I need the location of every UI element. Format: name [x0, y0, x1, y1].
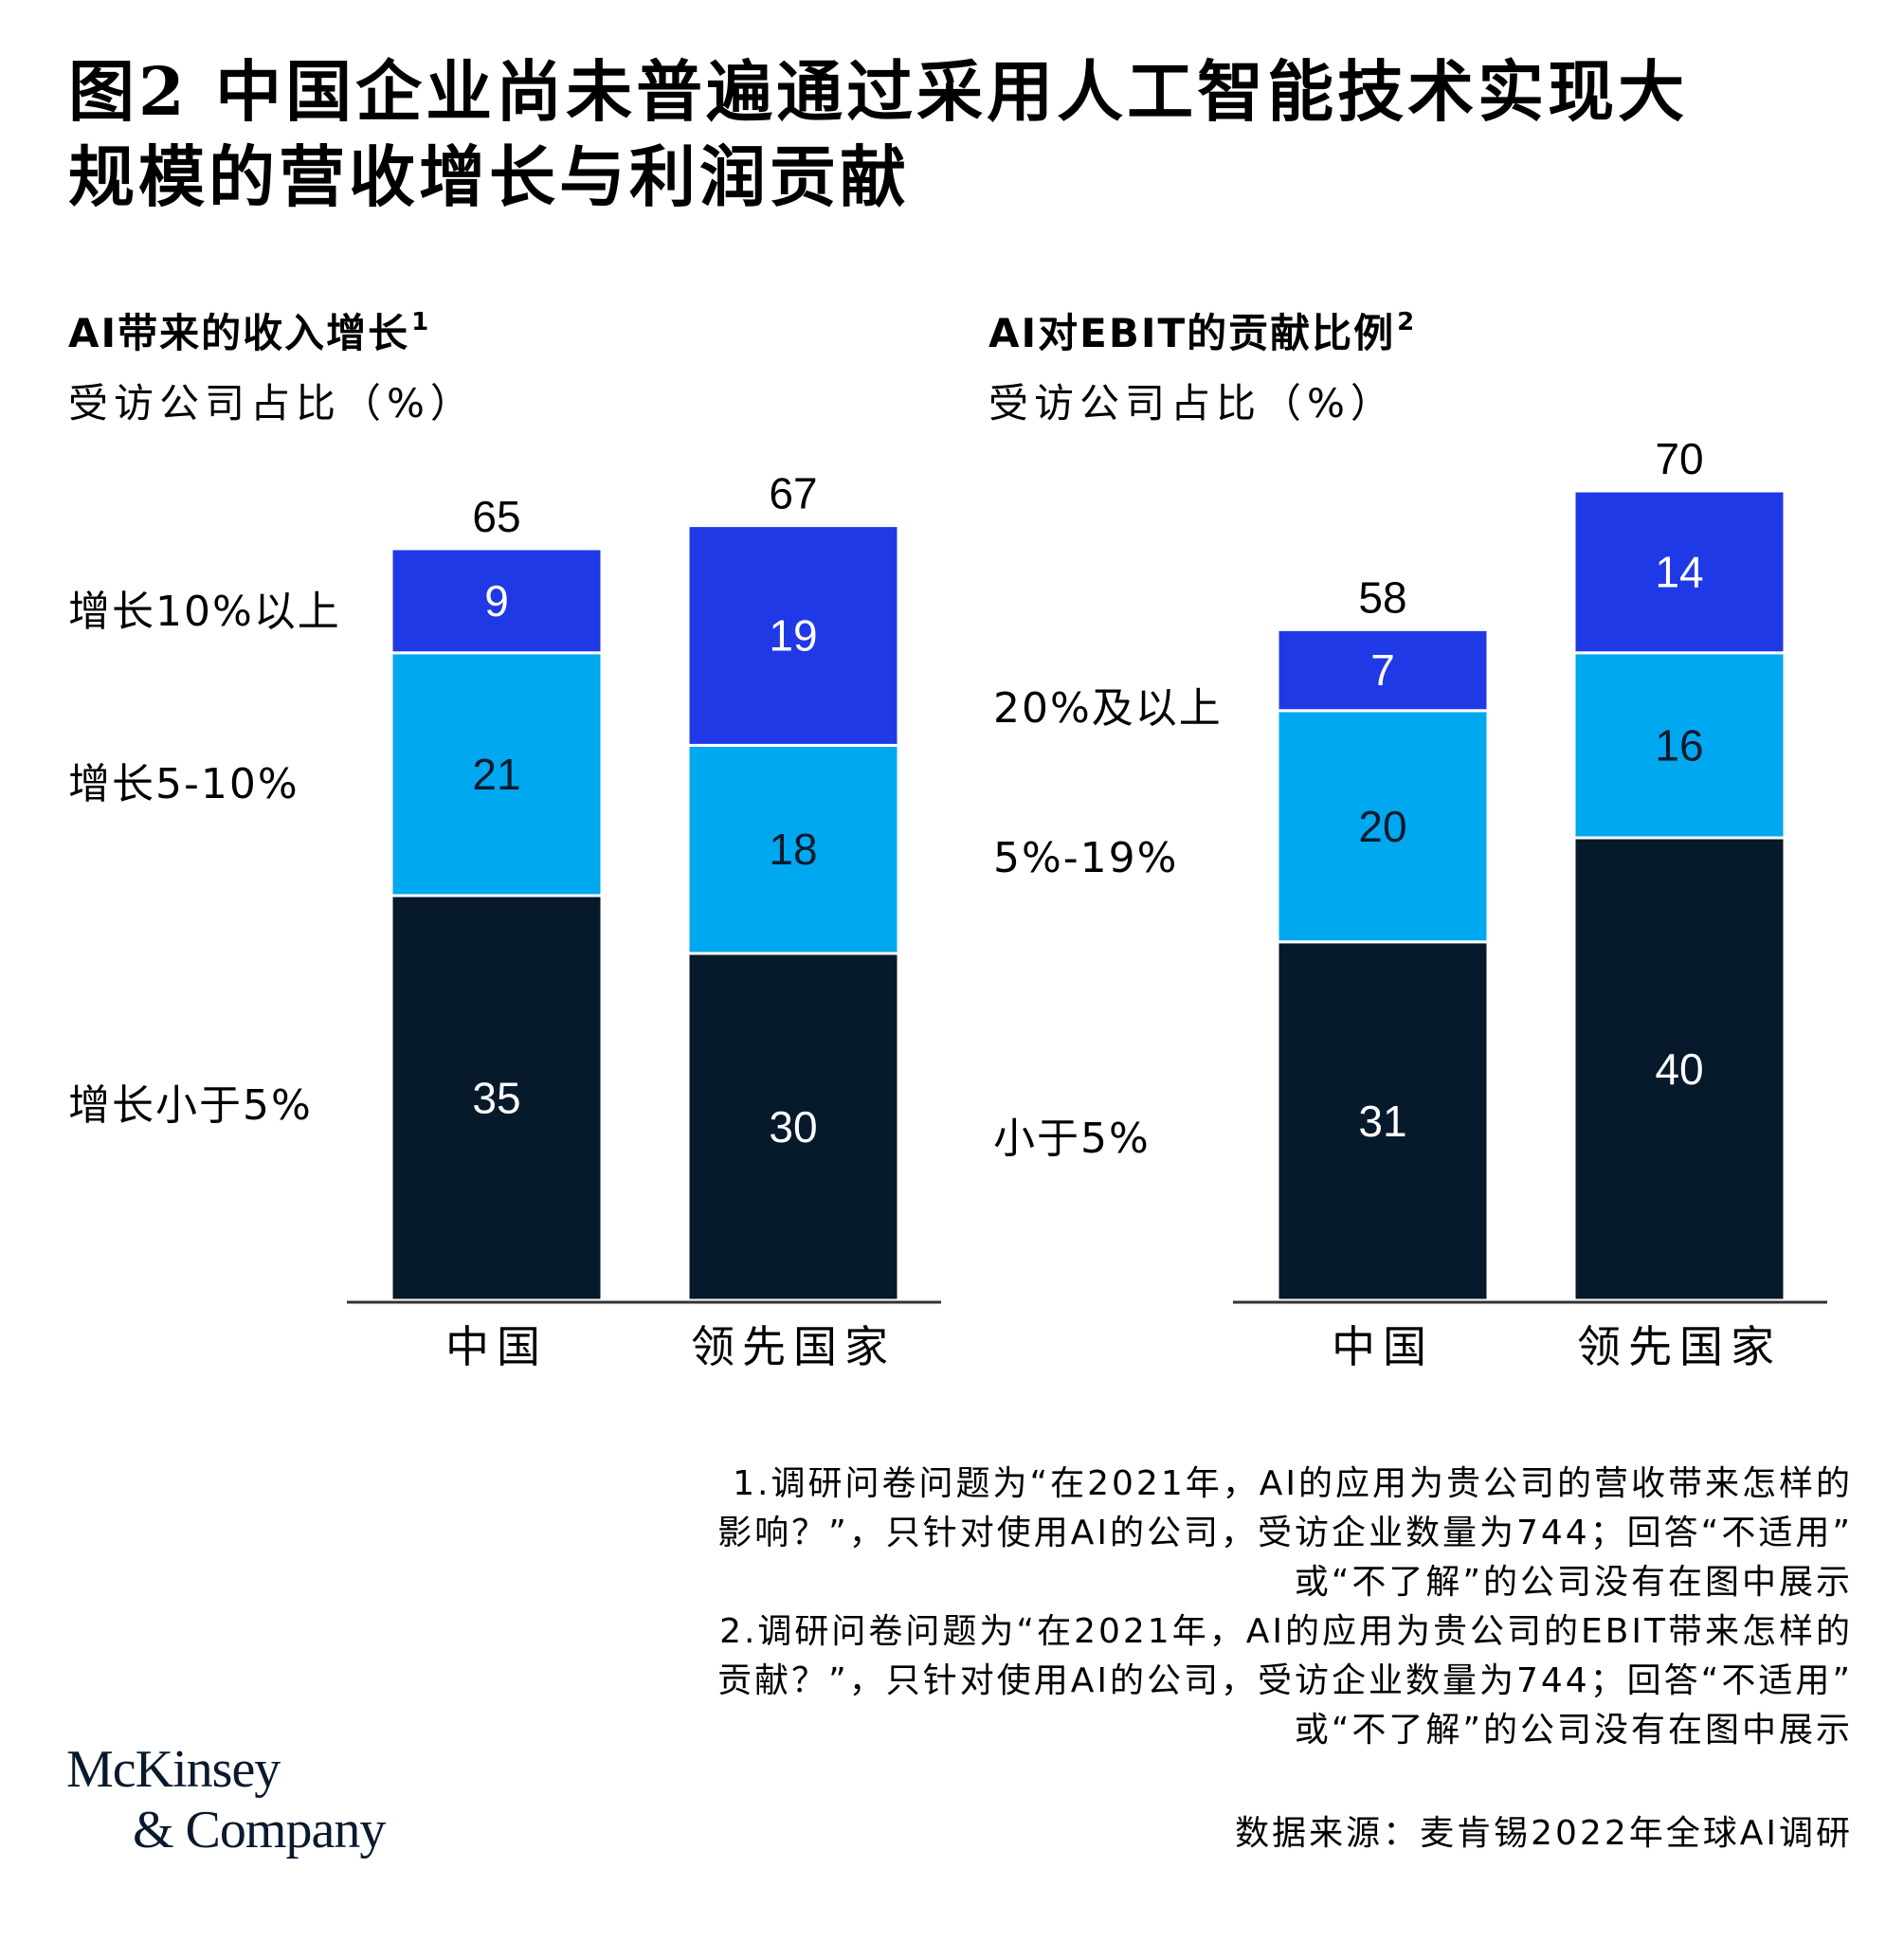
footnotes: 1.调研问卷问题为“在2021年，AI的应用为贵公司的营收带来怎样的 影响？”，… — [526, 1460, 1853, 1755]
footnote-line-2: 影响？”，只针对使用AI的公司，受访企业数量为744；回答“不适用” — [717, 1514, 1853, 1552]
chart-2-bar-1-segment-1-value: 31 — [1358, 1097, 1406, 1146]
chart-1-bar-2-total: 67 — [769, 469, 817, 518]
chart-2-bar-2-segment-3 — [1572, 489, 1786, 655]
chart-2-title-text: AI对EBIT的贡献比例 — [988, 310, 1396, 356]
chart-1-bar-1-segment-3-value: 9 — [484, 576, 509, 626]
chart-1-legend-bottom: 增长小于5% — [68, 1081, 313, 1130]
chart-1-category-label-2: 领先国家 — [691, 1321, 896, 1372]
title-line-1: 图2 中国企业尚未普遍通过采用人工智能技术实现大 — [68, 52, 1689, 131]
chart-2-bar-1-segment-2 — [1276, 709, 1490, 944]
logo-line-2: & Company — [133, 1801, 386, 1859]
chart-2-bar-1-total: 58 — [1358, 572, 1406, 622]
footnote-line-5: 贡献？”，只针对使用AI的公司，受访企业数量为744；回答“不适用” — [717, 1661, 1853, 1700]
chart-2-legend-bottom: 小于5% — [993, 1115, 1151, 1163]
chart-2-bar-2-total: 70 — [1655, 434, 1703, 483]
chart-1-legend-middle: 增长5-10% — [68, 760, 299, 808]
chart-1-title: AI带来的收入增长1 — [68, 301, 430, 359]
chart-1-bar-2-segment-1-value: 30 — [769, 1102, 817, 1152]
chart-2-bar-2-segment-2-value: 16 — [1655, 720, 1703, 770]
footnote-line-6: 或“不了解”的公司没有在图中展示 — [1294, 1711, 1853, 1750]
chart-1-bar-1-segment-1-value: 35 — [472, 1074, 520, 1123]
chart-2-category-label-1: 中国 — [1332, 1321, 1434, 1372]
chart-2-bar-2-segment-3-value: 14 — [1655, 547, 1703, 596]
footnote-line-1: 1.调研问卷问题为“在2021年，AI的应用为贵公司的营收带来怎样的 — [733, 1464, 1853, 1503]
chart-2-bar-1-segment-3 — [1276, 627, 1490, 713]
chart-1-bar-2-segment-3-value: 19 — [769, 611, 817, 661]
chart-1-bar-1-segment-3 — [390, 547, 604, 655]
chart-1-title-text: AI带来的收入增长 — [68, 310, 410, 356]
chart-2-legend-top: 20%及以上 — [993, 684, 1223, 733]
mckinsey-logo: McKinsey & Company — [66, 1739, 386, 1860]
chart-1-subtitle: 受访公司占比（%） — [68, 380, 476, 426]
chart-2-bar-2-segment-1 — [1572, 836, 1786, 1302]
chart-2-title: AI对EBIT的贡献比例2 — [988, 301, 1416, 359]
footnote-line-4: 2.调研问卷问题为“在2021年，AI的应用为贵公司的EBIT带来怎样的 — [719, 1612, 1853, 1651]
chart-1-legend-top: 增长10%以上 — [68, 588, 341, 636]
chart-2-footnote-marker: 2 — [1397, 308, 1417, 336]
chart-2-bar-1-segment-1 — [1276, 940, 1490, 1302]
chart-1-bar-1-segment-2-value: 21 — [472, 750, 520, 799]
chart-2-bar-1-segment-3-value: 7 — [1370, 645, 1395, 695]
data-source: 数据来源：麦肯锡2022年全球AI调研 — [1235, 1814, 1853, 1853]
chart-1-bar-2-segment-3 — [686, 524, 900, 747]
chart-1-bar-2-segment-2 — [686, 743, 900, 955]
chart-1-footnote-marker: 1 — [411, 308, 431, 336]
chart-1-bar-1-segment-1 — [390, 894, 604, 1302]
chart-1-category-label-1: 中国 — [445, 1321, 548, 1372]
logo-line-1: McKinsey — [66, 1740, 281, 1799]
footnote-line-3: 或“不了解”的公司没有在图中展示 — [1294, 1563, 1853, 1602]
chart-1-bar-1-total: 65 — [472, 492, 520, 541]
chart-2-category-label-2: 领先国家 — [1577, 1321, 1782, 1372]
chart-2-subtitle: 受访公司占比（%） — [988, 380, 1396, 426]
chart-2-bar-2-segment-2 — [1572, 651, 1786, 840]
chart-2-bar-1-segment-2-value: 20 — [1358, 802, 1406, 851]
page-title: 图2 中国企业尚未普遍通过采用人工智能技术实现大 规模的营收增长与利润贡献 — [68, 49, 1850, 220]
title-line-2: 规模的营收增长与利润贡献 — [68, 137, 910, 216]
chart-2-legend-middle: 5%-19% — [993, 834, 1179, 882]
chart-1-bar-2-segment-2-value: 18 — [769, 825, 817, 874]
chart-2-bar-2-segment-1-value: 40 — [1655, 1044, 1703, 1094]
